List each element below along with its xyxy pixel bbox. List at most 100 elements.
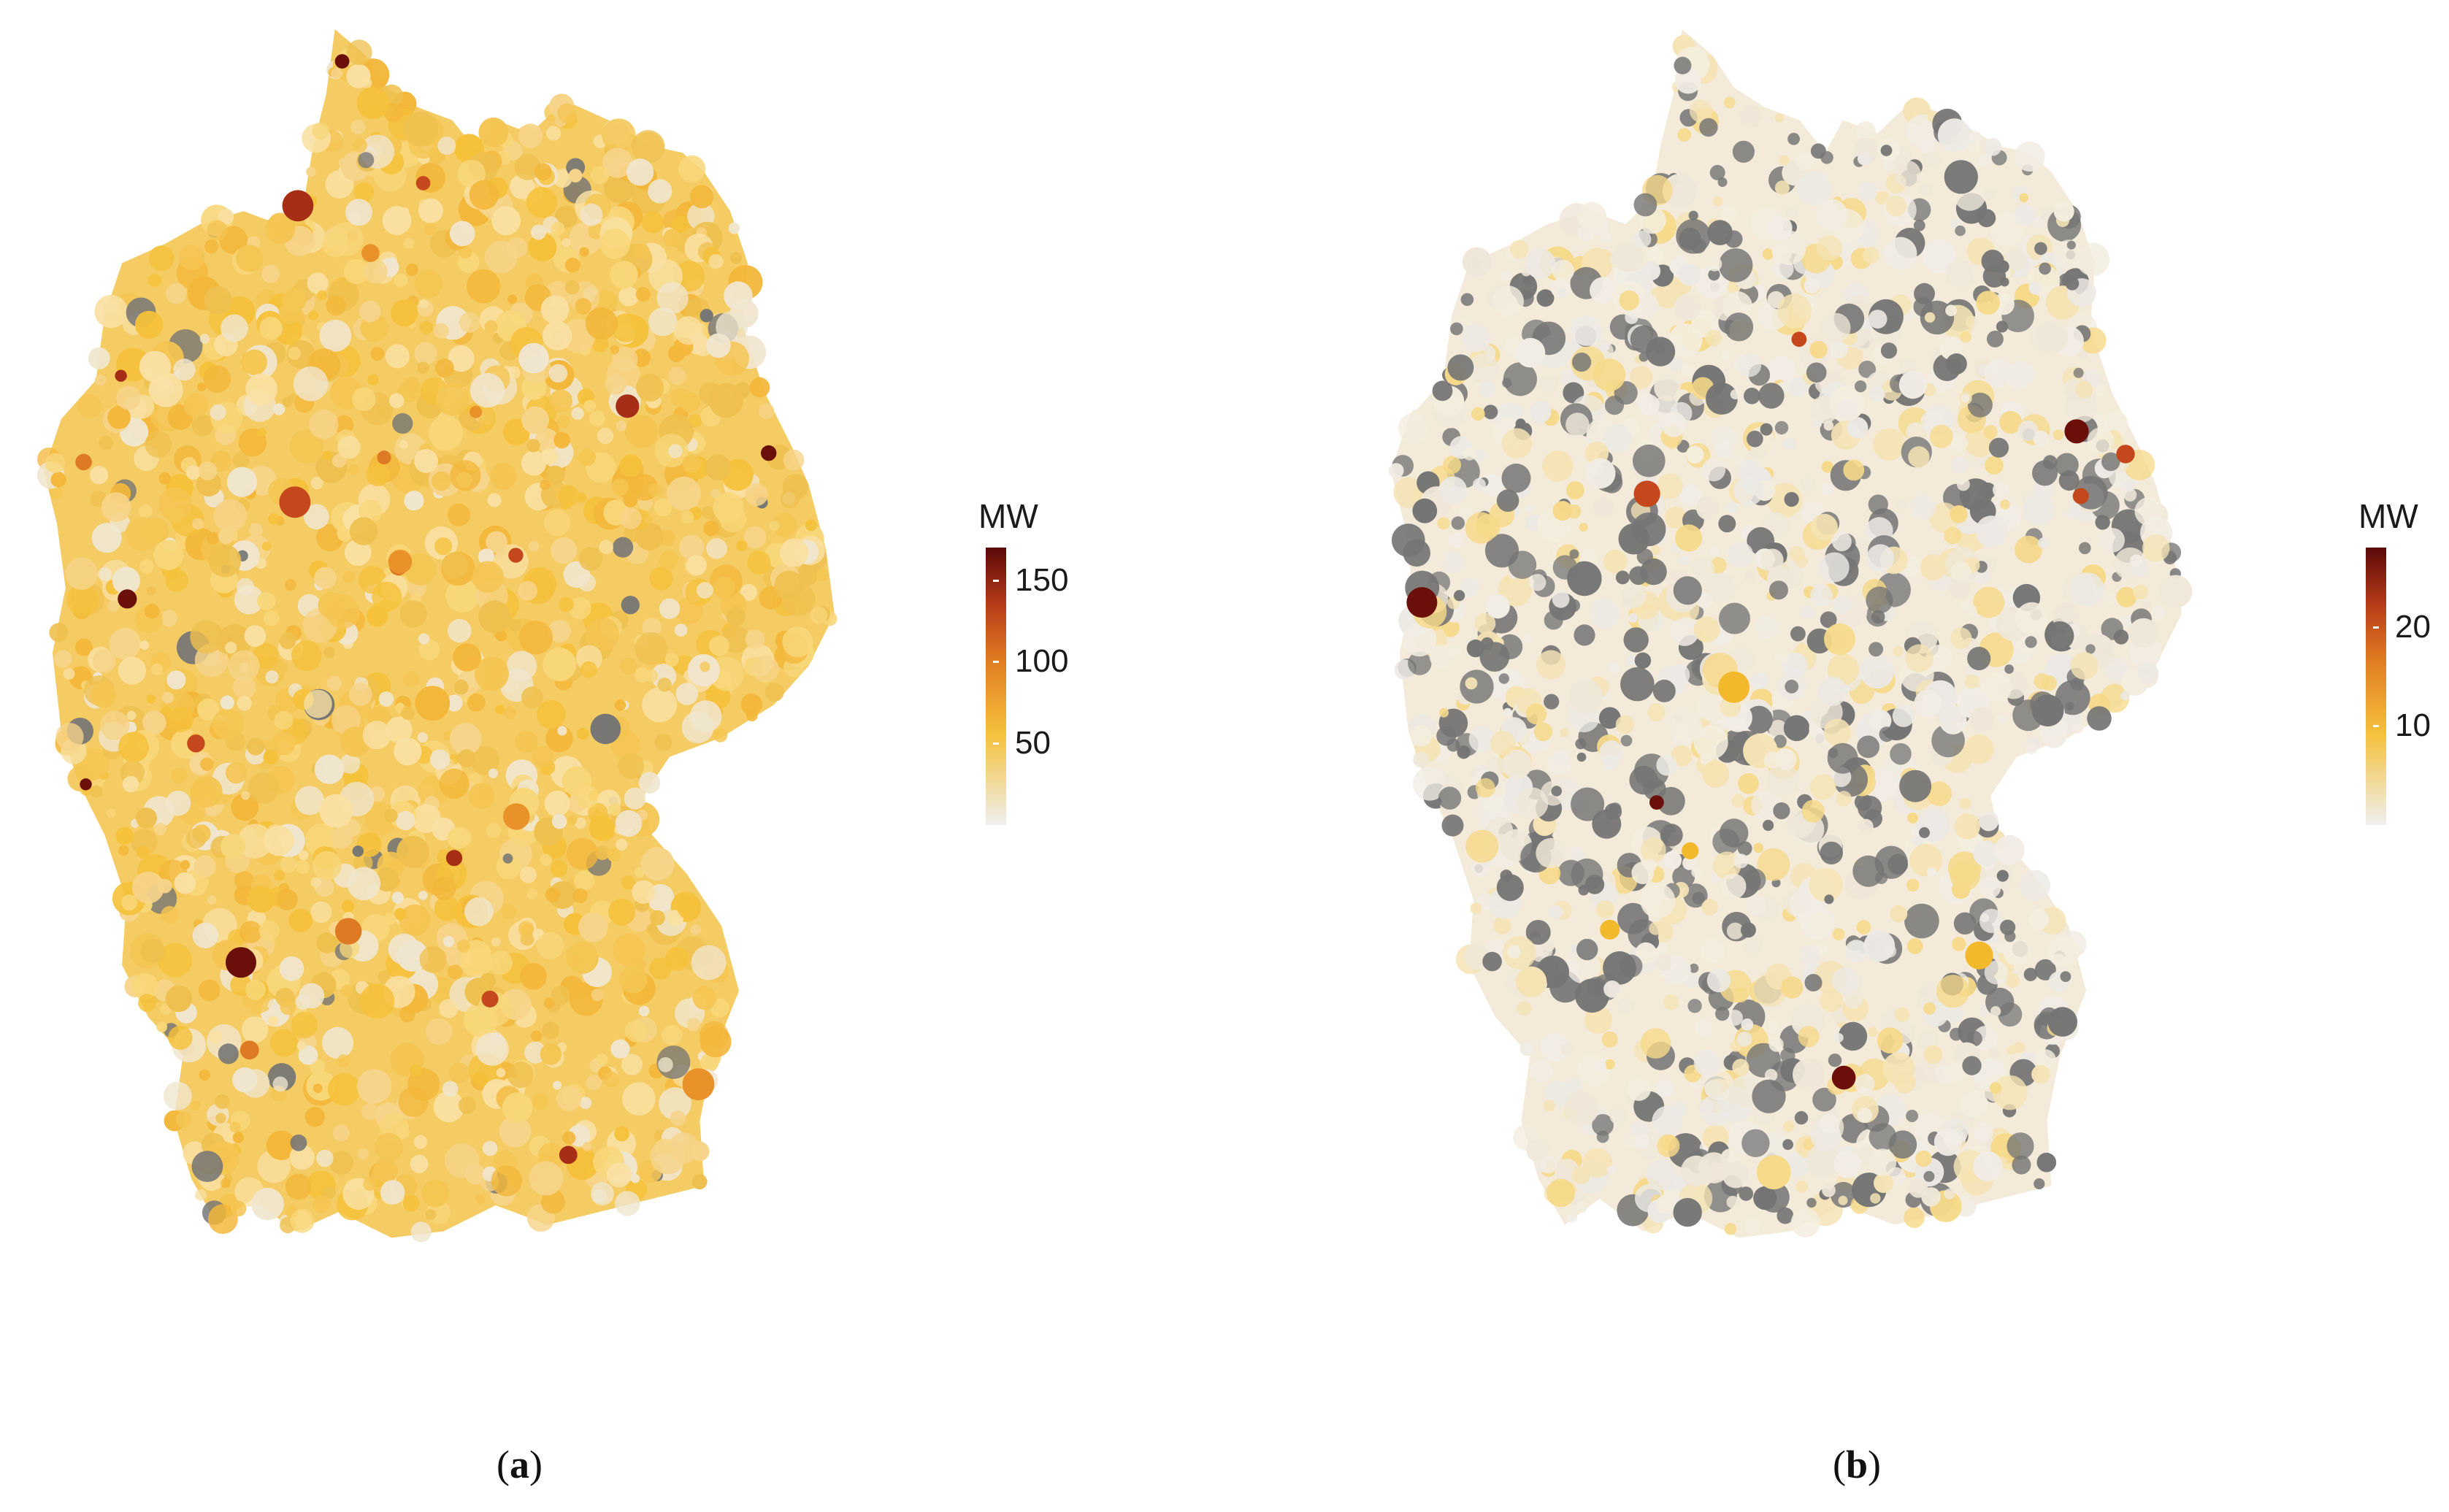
municipality — [1960, 600, 1970, 610]
map-panel-b: MW 20 10 (b) — [1227, 0, 2449, 1512]
municipality — [1526, 1139, 1549, 1162]
municipality — [352, 387, 376, 411]
municipality — [77, 394, 102, 419]
municipality — [45, 453, 66, 474]
municipality — [2120, 691, 2130, 701]
hotspot-municipality — [388, 550, 413, 574]
legend-tick — [2373, 725, 2379, 728]
municipality — [1985, 456, 2004, 475]
municipality — [1909, 843, 1943, 877]
municipality — [1806, 1143, 1840, 1178]
no-data-area — [1551, 786, 1562, 797]
no-data-area — [1479, 642, 1510, 672]
municipality — [1796, 171, 1831, 206]
municipality — [346, 64, 371, 88]
municipality — [518, 580, 537, 601]
municipality — [161, 610, 178, 627]
municipality — [1950, 561, 1971, 583]
municipality — [1640, 883, 1676, 918]
municipality — [1974, 1122, 1994, 1143]
municipality — [1667, 707, 1702, 742]
municipality — [556, 415, 570, 429]
municipality — [553, 431, 570, 449]
municipality — [1713, 196, 1723, 207]
municipality — [611, 478, 629, 496]
municipality — [1874, 1173, 1894, 1194]
municipality — [1663, 994, 1679, 1010]
municipality — [1646, 246, 1664, 264]
municipality — [1609, 251, 1627, 268]
municipality — [158, 472, 171, 485]
municipality — [478, 600, 511, 634]
no-data-area — [1688, 210, 1698, 220]
municipality — [1858, 181, 1877, 201]
municipality — [445, 1143, 480, 1178]
no-data-area — [1998, 1002, 2023, 1027]
municipality — [1895, 1007, 1910, 1022]
no-data-area — [1914, 283, 1935, 304]
no-data-area — [1962, 1056, 1982, 1075]
no-data-area — [590, 713, 621, 745]
municipality — [1905, 644, 1933, 672]
municipality — [1741, 1018, 1754, 1031]
municipality — [396, 810, 415, 831]
municipality — [546, 126, 562, 141]
municipality — [2128, 618, 2158, 648]
municipality — [2004, 247, 2028, 271]
hotspot-municipality — [1791, 331, 1807, 348]
no-data-area — [1692, 891, 1705, 905]
municipality — [2137, 662, 2159, 684]
municipality — [482, 1140, 498, 1156]
municipality — [100, 710, 130, 740]
municipality — [425, 1209, 437, 1220]
municipality — [1604, 1059, 1615, 1070]
municipality — [1525, 504, 1535, 514]
municipality — [1636, 391, 1655, 410]
municipality — [246, 737, 265, 756]
municipality — [580, 661, 597, 678]
municipality — [288, 908, 313, 933]
municipality — [206, 531, 219, 545]
no-data-area — [2012, 1155, 2031, 1175]
no-data-area — [1596, 1130, 1609, 1143]
municipality — [1973, 586, 2005, 618]
municipality — [178, 244, 205, 271]
municipality — [614, 699, 626, 711]
municipality — [204, 239, 219, 254]
municipality — [203, 365, 231, 393]
no-data-area — [2055, 453, 2079, 477]
municipality — [620, 507, 642, 529]
municipality — [442, 936, 455, 948]
no-data-area — [2066, 240, 2076, 250]
municipality — [1650, 545, 1660, 556]
municipality — [259, 316, 283, 340]
municipality — [568, 596, 591, 620]
municipality — [1964, 734, 1994, 764]
municipality — [1855, 1073, 1875, 1094]
municipality — [298, 1045, 318, 1065]
municipality — [101, 492, 131, 523]
municipality — [274, 870, 285, 881]
municipality — [1617, 997, 1634, 1014]
municipality — [296, 1041, 307, 1051]
municipality — [1498, 572, 1533, 607]
municipality — [340, 753, 361, 774]
no-data-area — [2004, 664, 2014, 674]
municipality — [156, 1021, 168, 1032]
municipality — [314, 567, 337, 589]
municipality — [1460, 577, 1479, 597]
municipality — [154, 823, 166, 835]
municipality — [1609, 1108, 1627, 1125]
no-data-area — [1869, 642, 1884, 657]
municipality — [448, 964, 463, 980]
municipality — [350, 119, 366, 134]
municipality — [1522, 633, 1532, 643]
no-data-area — [1906, 1110, 1919, 1122]
municipality — [1576, 1201, 1587, 1213]
municipality — [615, 810, 643, 837]
municipality — [468, 1010, 481, 1024]
municipality — [2025, 741, 2039, 755]
municipality — [375, 867, 399, 892]
municipality — [331, 67, 343, 80]
no-data-area — [1633, 193, 1657, 217]
